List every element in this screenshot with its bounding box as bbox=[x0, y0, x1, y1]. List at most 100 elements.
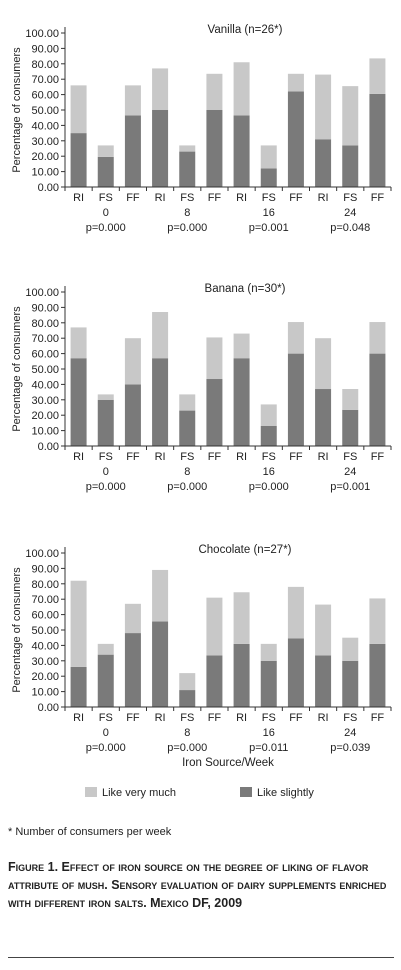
bar-like-slightly bbox=[287, 353, 304, 446]
y-tick-label: 80.00 bbox=[31, 579, 59, 591]
bar-like-slightly bbox=[233, 358, 250, 446]
y-tick-label: 50.00 bbox=[31, 364, 59, 376]
x-tick-label: FS bbox=[180, 712, 194, 724]
bar-like-very-much bbox=[124, 85, 141, 116]
bar-like-slightly bbox=[124, 633, 141, 707]
y-tick-label: 10.00 bbox=[31, 687, 59, 699]
bar-like-very-much bbox=[369, 58, 386, 94]
p-value-label: p=0.011 bbox=[249, 742, 288, 754]
bar-like-slightly bbox=[206, 379, 223, 446]
y-tick-label: 60.00 bbox=[31, 349, 59, 361]
bar-like-very-much bbox=[369, 322, 386, 354]
bar-like-very-much bbox=[260, 404, 277, 426]
week-label: 0 bbox=[103, 727, 109, 739]
y-tick-label: 100.00 bbox=[25, 287, 59, 299]
bar-like-very-much bbox=[342, 637, 359, 661]
week-label: 8 bbox=[184, 466, 190, 478]
x-tick-label: RI bbox=[73, 451, 84, 463]
footnote: * Number of consumers per week bbox=[8, 826, 172, 838]
x-tick-label: FS bbox=[99, 192, 113, 204]
bar-like-slightly bbox=[233, 115, 250, 187]
x-tick-label: RI bbox=[155, 451, 166, 463]
bar-like-slightly bbox=[369, 643, 386, 707]
y-tick-label: 40.00 bbox=[31, 640, 59, 652]
week-label: 0 bbox=[103, 207, 109, 219]
x-tick-label: FS bbox=[262, 451, 276, 463]
bar-like-slightly bbox=[179, 410, 196, 446]
y-tick-label: 90.00 bbox=[31, 302, 59, 314]
bar-like-very-much bbox=[342, 86, 359, 146]
x-tick-label: FS bbox=[343, 712, 357, 724]
bar-like-slightly bbox=[315, 389, 332, 446]
x-tick-label: RI bbox=[236, 712, 247, 724]
week-label: 16 bbox=[263, 727, 275, 739]
x-tick-label: FS bbox=[343, 192, 357, 204]
bar-like-very-much bbox=[152, 68, 169, 110]
chart-1: Banana (n=30*) 0.00 10.00 20.00 30.00 40.00 50… bbox=[11, 283, 392, 493]
x-tick-label: FF bbox=[289, 192, 303, 204]
bar-like-slightly bbox=[124, 115, 141, 187]
legend-swatch bbox=[240, 787, 252, 797]
week-label: 8 bbox=[184, 727, 190, 739]
chart-title: Chocolate (n=27*) bbox=[198, 544, 291, 556]
x-tick-label: FF bbox=[289, 712, 303, 724]
bar-like-very-much bbox=[70, 85, 87, 134]
y-tick-label: 10.00 bbox=[31, 426, 59, 438]
y-tick-label: 60.00 bbox=[31, 610, 59, 622]
y-tick-label: 0.00 bbox=[38, 702, 59, 714]
p-value-label: p=0.000 bbox=[167, 222, 207, 234]
bar-like-slightly bbox=[179, 690, 196, 707]
x-tick-label: FF bbox=[371, 192, 385, 204]
week-label: 16 bbox=[263, 207, 275, 219]
y-tick-label: 20.00 bbox=[31, 151, 59, 163]
bar-like-slightly bbox=[97, 399, 114, 446]
x-tick-label: FS bbox=[180, 192, 194, 204]
bar-like-slightly bbox=[233, 643, 250, 707]
bar-like-very-much bbox=[233, 592, 250, 644]
bar-like-very-much bbox=[287, 73, 304, 92]
bar-like-very-much bbox=[206, 73, 223, 110]
p-value-label: p=0.048 bbox=[330, 222, 370, 234]
chart-title: Vanilla (n=26*) bbox=[208, 24, 283, 36]
p-value-label: p=0.000 bbox=[167, 742, 207, 754]
y-axis-label: Percentage of consumers bbox=[11, 306, 23, 432]
bar-like-slightly bbox=[179, 151, 196, 187]
bar-like-slightly bbox=[260, 660, 277, 707]
bar-like-very-much bbox=[233, 62, 250, 116]
legend-label: Like very much bbox=[102, 787, 176, 799]
x-tick-label: RI bbox=[318, 451, 329, 463]
y-tick-label: 10.00 bbox=[31, 167, 59, 179]
week-label: 0 bbox=[103, 466, 109, 478]
chart-0: Vanilla (n=26*) 0.00 10.00 20.00 30.00 40.00 5… bbox=[11, 24, 392, 234]
bar-like-slightly bbox=[152, 358, 169, 446]
x-tick-label: FF bbox=[371, 712, 385, 724]
x-tick-label: RI bbox=[236, 192, 247, 204]
x-tick-label: FF bbox=[208, 192, 222, 204]
bar-like-very-much bbox=[70, 327, 87, 359]
p-value-label: p=0.039 bbox=[330, 742, 370, 754]
bar-like-slightly bbox=[315, 655, 332, 707]
p-value-label: p=0.000 bbox=[86, 222, 126, 234]
legend-swatch bbox=[85, 787, 97, 797]
y-axis-label: Percentage of consumers bbox=[11, 567, 23, 693]
bar-like-very-much bbox=[369, 598, 386, 644]
y-tick-label: 30.00 bbox=[31, 656, 59, 668]
p-value-label: p=0.001 bbox=[330, 481, 370, 493]
p-value-label: p=0.000 bbox=[86, 481, 126, 493]
y-tick-label: 80.00 bbox=[31, 59, 59, 71]
bar-like-very-much bbox=[179, 394, 196, 411]
bar-like-slightly bbox=[70, 133, 87, 187]
y-tick-label: 70.00 bbox=[31, 594, 59, 606]
x-tick-label: RI bbox=[155, 192, 166, 204]
x-tick-label: FF bbox=[126, 192, 140, 204]
y-tick-label: 30.00 bbox=[31, 136, 59, 148]
week-label: 8 bbox=[184, 207, 190, 219]
bar-like-slightly bbox=[206, 655, 223, 707]
x-tick-label: FS bbox=[180, 451, 194, 463]
figure-caption: Figure 1. Effect of iron source on the d… bbox=[8, 860, 387, 910]
legend: Like very much Like slightly bbox=[85, 787, 314, 799]
bar-like-very-much bbox=[124, 603, 141, 634]
x-tick-label: FF bbox=[126, 712, 140, 724]
x-tick-label: RI bbox=[318, 192, 329, 204]
bar-like-slightly bbox=[70, 666, 87, 707]
